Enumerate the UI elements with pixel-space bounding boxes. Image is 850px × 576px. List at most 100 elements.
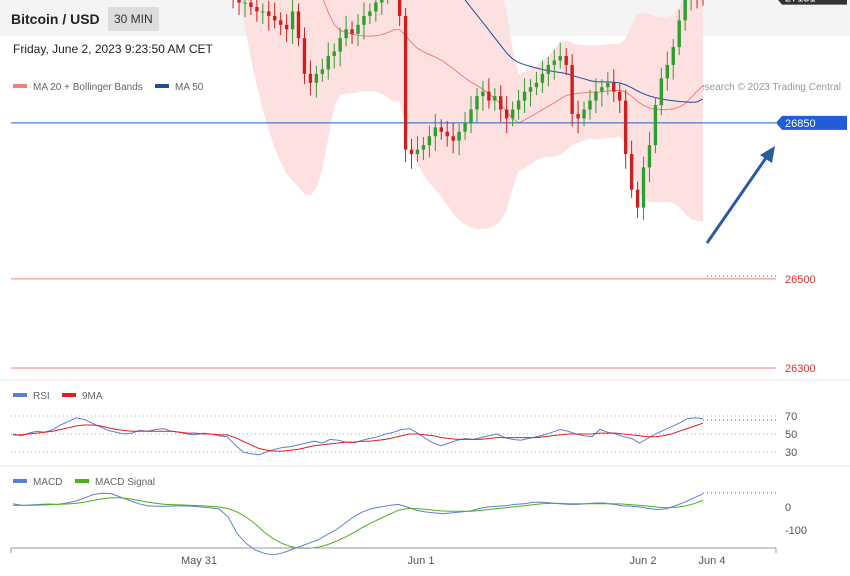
rsi-tick-70: 70 bbox=[785, 411, 797, 423]
level-tag-27131 bbox=[778, 0, 847, 5]
candle-body bbox=[296, 11, 301, 39]
candle-body bbox=[368, 11, 372, 16]
rsi-9ma-line bbox=[13, 422, 704, 452]
candle-body bbox=[237, 0, 241, 3]
candle-body bbox=[338, 38, 342, 52]
rsi-tick-30: 30 bbox=[785, 447, 797, 459]
candle-body bbox=[314, 73, 319, 83]
candle-body bbox=[493, 96, 497, 101]
candle-body bbox=[641, 167, 646, 208]
candle-body bbox=[505, 109, 509, 119]
candle-body bbox=[612, 82, 616, 92]
candle-body bbox=[403, 15, 408, 150]
candle-body bbox=[261, 11, 265, 13]
candle-body bbox=[320, 69, 325, 74]
instrument-title: Bitcoin / USD bbox=[11, 11, 100, 27]
level-label-26300: 26300 bbox=[785, 363, 816, 375]
legend-swatch-rsi bbox=[13, 393, 27, 397]
candle-body bbox=[439, 127, 443, 132]
candle-body bbox=[516, 100, 521, 110]
macd-tick-0: 0 bbox=[785, 502, 791, 514]
candle-body bbox=[290, 11, 295, 30]
candle-body bbox=[659, 78, 664, 106]
candle-body bbox=[475, 96, 479, 110]
candle-body bbox=[469, 109, 473, 123]
candle-body bbox=[653, 105, 658, 146]
candle-body bbox=[629, 154, 634, 190]
candle-body bbox=[249, 2, 253, 7]
timeframe-badge[interactable]: 30 MIN bbox=[108, 7, 159, 31]
ma50-line bbox=[464, 0, 704, 103]
level-label-27131: 27131 bbox=[785, 0, 816, 5]
candle-body bbox=[528, 87, 533, 92]
candle-body bbox=[522, 91, 527, 101]
legend-swatch-macd-signal bbox=[75, 479, 89, 483]
level-tag-26850 bbox=[776, 115, 847, 130]
legend-swatch-ma20 bbox=[13, 84, 27, 88]
candle-body bbox=[558, 56, 562, 61]
candle-body bbox=[487, 91, 491, 101]
macd-signal-line bbox=[13, 497, 704, 549]
candle-body bbox=[457, 131, 461, 141]
candle-body bbox=[284, 24, 289, 30]
legend-swatch-ma50 bbox=[155, 84, 169, 88]
candle-body bbox=[397, 0, 402, 16]
candle-body bbox=[415, 149, 420, 155]
candle-body bbox=[427, 136, 432, 146]
macd-line bbox=[12, 492, 704, 556]
candle-body bbox=[433, 127, 438, 137]
candle-body bbox=[671, 47, 675, 65]
xtick-may31: May 31 bbox=[181, 555, 217, 567]
candle-body bbox=[273, 15, 277, 21]
candle-body bbox=[421, 145, 426, 150]
candle-body bbox=[552, 60, 556, 65]
candle-body bbox=[683, 0, 687, 21]
candle-body bbox=[255, 6, 259, 12]
legend-swatch-9ma bbox=[62, 393, 76, 397]
candle-body bbox=[647, 145, 652, 168]
candle-body bbox=[600, 87, 604, 92]
candle-body bbox=[243, 2, 247, 4]
legend-label-rsi: RSI bbox=[33, 391, 50, 402]
rsi-line bbox=[12, 417, 704, 456]
projection-arrow-head bbox=[760, 146, 775, 163]
candle-body bbox=[374, 2, 378, 12]
candle-body bbox=[267, 11, 271, 16]
candle-body bbox=[326, 56, 330, 70]
candle-body bbox=[463, 122, 467, 132]
candle-body bbox=[350, 29, 354, 34]
candle-body bbox=[665, 64, 670, 79]
xtick-jun4: Jun 4 bbox=[699, 555, 726, 567]
credit-text: Research © 2023 Trading Central bbox=[692, 82, 841, 93]
candle-body bbox=[445, 131, 449, 137]
candle-body bbox=[606, 82, 610, 88]
candle-body bbox=[302, 38, 307, 74]
candle-body bbox=[278, 20, 283, 25]
candle-body bbox=[362, 15, 366, 25]
candle-body bbox=[380, 0, 384, 3]
candle-body bbox=[635, 189, 640, 208]
candle-body bbox=[332, 51, 336, 57]
timestamp: Friday, June 2, 2023 9:23:50 AM CET bbox=[13, 42, 213, 56]
candle-body bbox=[308, 73, 313, 83]
rsi-tick-50: 50 bbox=[785, 429, 797, 441]
xtick-jun1: Jun 1 bbox=[408, 555, 435, 567]
legend-label-ma20: MA 20 + Bollinger Bands bbox=[33, 82, 143, 93]
candle-body bbox=[618, 91, 622, 101]
candle-body bbox=[564, 56, 568, 65]
candle-body bbox=[510, 109, 515, 119]
candle-body bbox=[481, 91, 485, 97]
level-label-26500: 26500 bbox=[785, 274, 816, 286]
candle-body bbox=[409, 149, 414, 155]
candle-body bbox=[677, 20, 681, 48]
candle-body bbox=[540, 73, 545, 83]
candle-body bbox=[451, 136, 455, 141]
candle-body bbox=[570, 64, 574, 114]
legend-label-ma50: MA 50 bbox=[175, 82, 204, 93]
level-label-26850: 26850 bbox=[785, 118, 816, 130]
candle-body bbox=[576, 113, 580, 119]
macd-tick-neg100: -100 bbox=[785, 525, 807, 537]
candle-body bbox=[588, 100, 592, 110]
candle-body bbox=[594, 91, 598, 101]
